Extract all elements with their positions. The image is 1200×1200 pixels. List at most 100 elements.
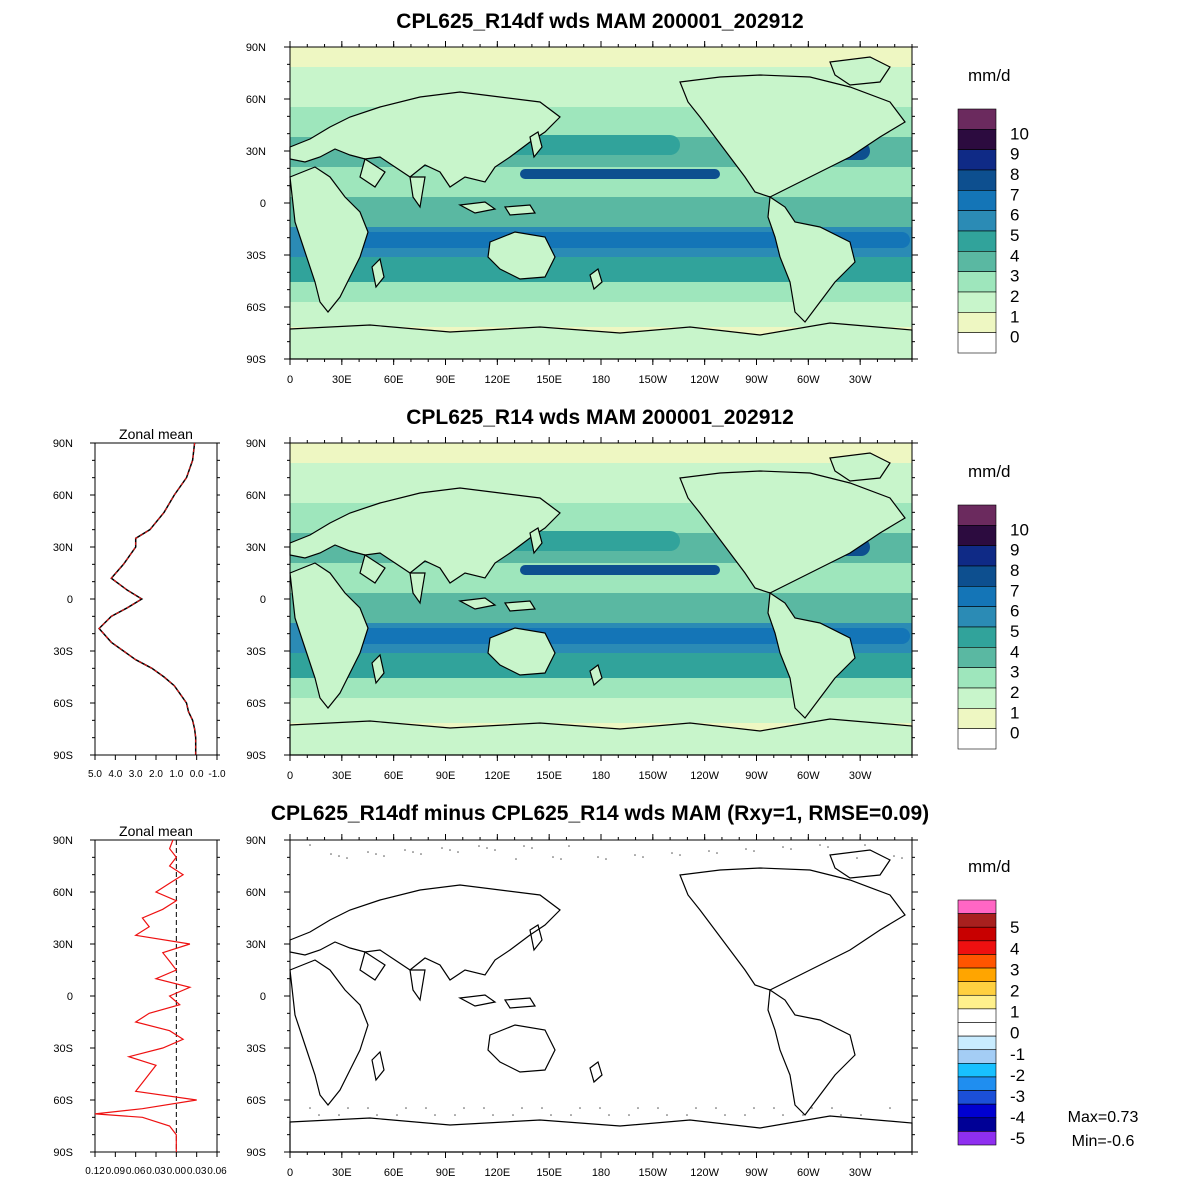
stipple-dot [811, 1107, 813, 1109]
lat-label: 90S [246, 750, 266, 762]
zonal-lat-label: 30N [53, 542, 73, 554]
colorbar-box [957, 926, 997, 942]
lon-label: 60E [384, 374, 404, 386]
colorbar-box [957, 210, 997, 232]
lon-label: 120E [484, 1167, 510, 1179]
stat-min: Min=-0.6 [1072, 1133, 1135, 1150]
stipple-dot [782, 1114, 784, 1116]
field-band [290, 443, 912, 463]
panel-title: CPL625_R14df minus CPL625_R14 wds MAM (R… [271, 802, 929, 825]
colorbar-label: 8 [1010, 165, 1019, 184]
stipple-dot [708, 850, 710, 852]
stipple-dot [695, 1107, 697, 1109]
lon-label: 180 [592, 1167, 610, 1179]
colorbar-box [957, 606, 997, 628]
zonal-frame [94, 839, 218, 1153]
colorbar-label: 3 [1010, 663, 1019, 682]
colorbar-label: 7 [1010, 185, 1019, 204]
stipple-dot [790, 848, 792, 850]
stipple-dot [637, 1107, 639, 1109]
lat-label: 30S [246, 646, 266, 658]
stipple-dot [671, 852, 673, 854]
stipple-dot [864, 844, 866, 846]
stipple-dot [309, 1107, 311, 1109]
zonal-lat-label: 90S [53, 750, 73, 762]
colorbar-box [957, 504, 997, 526]
stipple-dot [404, 849, 406, 851]
stipple-dot [827, 846, 829, 848]
colorbar-box [957, 251, 997, 272]
colorbar-label: 1 [1010, 1003, 1019, 1022]
stipple-dot [441, 847, 443, 849]
zonal-frame [94, 442, 218, 756]
stipple-dot [889, 1107, 891, 1109]
colorbar-box [957, 129, 997, 150]
lon-label: 0 [287, 374, 293, 386]
lat-label: 90N [246, 835, 266, 847]
colorbar-box [957, 1090, 997, 1105]
units-label: mm/d [968, 462, 1011, 481]
lon-label: 30W [849, 1167, 872, 1179]
stipple-dot [642, 856, 644, 858]
stipple-dot [367, 1107, 369, 1109]
lat-label: 30N [246, 542, 266, 554]
colorbar-label: 4 [1010, 246, 1019, 265]
field-band [290, 593, 912, 623]
stipple-dot [686, 1114, 688, 1116]
colorbar-label: 2 [1010, 683, 1019, 702]
field-band [290, 678, 912, 698]
zonal-x-label: 0.06 [126, 1166, 146, 1177]
zonal-diff-line [94, 839, 197, 1152]
stipple-dot [486, 847, 488, 849]
field-band [290, 197, 912, 227]
lat-label: 90S [246, 1147, 266, 1159]
colorbar-label: 0 [1010, 328, 1019, 347]
stipple-dot [531, 847, 533, 849]
stipple-dot [420, 853, 422, 855]
stipple-dot [318, 1114, 320, 1116]
itcz-band [520, 565, 720, 575]
field-band [290, 302, 912, 327]
colorbar-box [957, 230, 997, 252]
colorbar-box [957, 1076, 997, 1091]
stipple-dot [346, 857, 348, 859]
colorbar-label: 6 [1010, 206, 1019, 225]
stipple-dot [434, 1114, 436, 1116]
colorbar-label: -1 [1010, 1045, 1025, 1064]
stipple-dot [802, 1114, 804, 1116]
stipple-dot [597, 856, 599, 858]
zonal-lat-label: 90N [53, 438, 73, 450]
stipple-dot [568, 845, 570, 847]
stipple-dot [383, 855, 385, 857]
colorbar-label: 10 [1010, 520, 1029, 539]
colorbar-label: 9 [1010, 541, 1019, 560]
units-label: mm/d [968, 66, 1011, 85]
zonal-x-label: 0.03 [187, 1166, 207, 1177]
colorbar-box [957, 586, 997, 607]
colorbar-box [957, 1131, 997, 1146]
lon-label: 150E [536, 770, 562, 782]
zonal-x-label: -1.0 [208, 769, 226, 780]
colorbar-label: 2 [1010, 982, 1019, 1001]
lat-label: 60N [246, 94, 266, 106]
lon-label: 90E [436, 1167, 456, 1179]
zonal-x-label: 0.09 [106, 1166, 126, 1177]
stipple-dot [819, 844, 821, 846]
colorbar-box [957, 1063, 997, 1078]
colorbar-box [957, 967, 997, 982]
stipple-dot [715, 1107, 717, 1109]
zonal-x-label: 2.0 [149, 769, 163, 780]
lon-label: 120W [690, 1167, 719, 1179]
zonal-lat-label: 90N [53, 835, 73, 847]
zonal-x-label: 4.0 [108, 769, 122, 780]
stipple-dot [309, 844, 311, 846]
colorbar-label: 5 [1010, 918, 1019, 937]
colorbar-box [957, 169, 997, 191]
lon-label: 90W [745, 1167, 768, 1179]
lon-label: 60E [384, 1167, 404, 1179]
stipple-dot [457, 851, 459, 853]
storm-track-southern [310, 232, 910, 248]
lon-label: 90W [745, 770, 768, 782]
colorbar-box [957, 687, 997, 709]
lat-label: 60S [246, 698, 266, 710]
